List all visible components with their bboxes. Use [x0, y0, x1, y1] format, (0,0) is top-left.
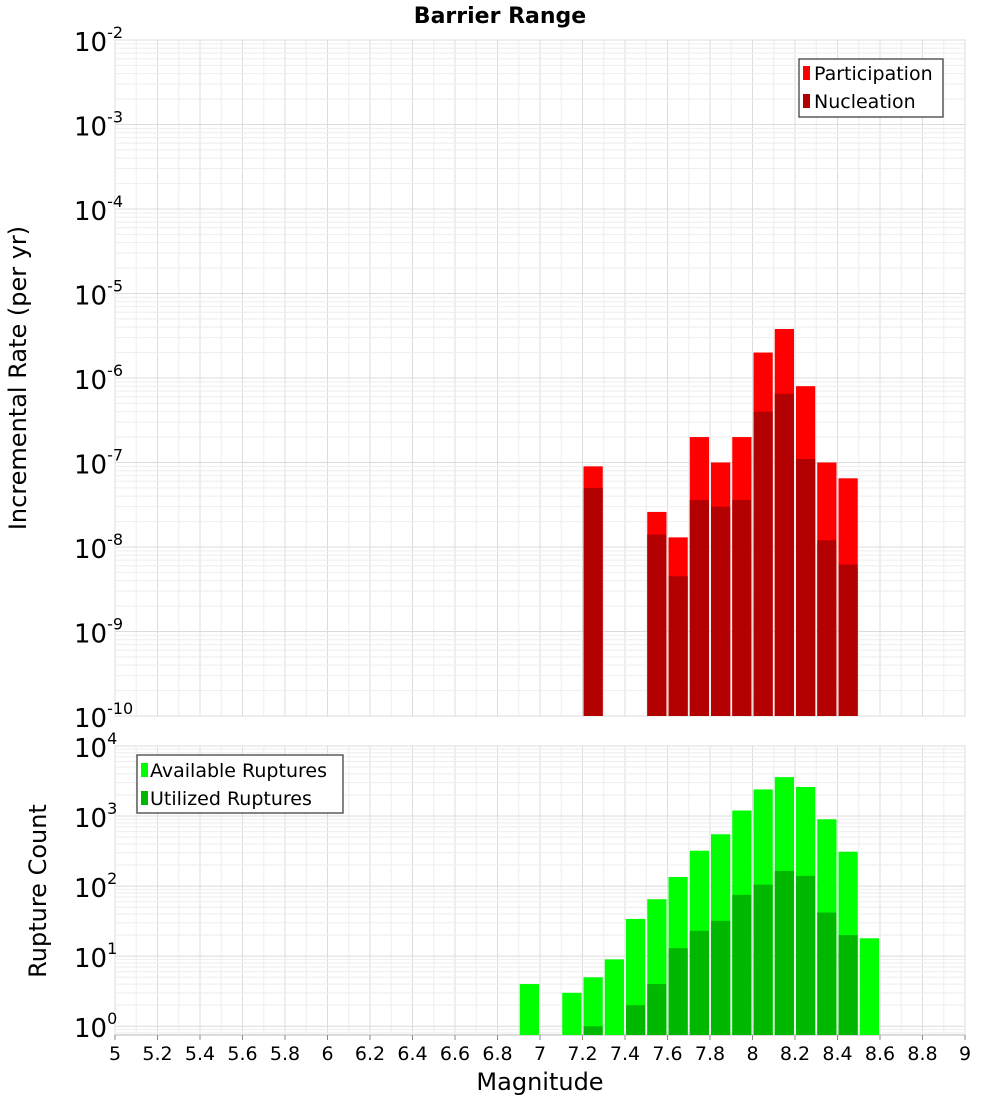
nucleation-bar: [838, 564, 858, 716]
chart-title: Barrier Range: [414, 4, 586, 29]
rate-y-tick-label: 10-7: [74, 446, 123, 481]
x-tick-label: 5.4: [185, 1043, 215, 1065]
utilized-ruptures-bar: [647, 984, 667, 1035]
rate-gridlines: [114, 39, 966, 717]
utilized-ruptures-bar: [583, 1026, 603, 1035]
count-y-tick-label: 101: [74, 939, 117, 974]
available-ruptures-bar: [562, 992, 582, 1035]
nucleation-bar: [753, 411, 773, 716]
rate-y-tick-label: 10-3: [74, 108, 123, 143]
x-tick-label: 7.6: [652, 1043, 682, 1065]
rate-y-tick-label: 10-8: [74, 530, 123, 565]
x-tick-label: 5: [109, 1043, 121, 1065]
rate-y-tick-label: 10-4: [74, 192, 123, 227]
count-panel: 104 103 102 101 100 5 5.2 5.4 5.6 5.8 6 6.2 6.4 6.6 6…: [24, 729, 971, 1096]
available-ruptures-bar: [859, 938, 879, 1035]
rate-y-axis-label: Incremental Rate (per yr): [4, 226, 32, 530]
count-y-tick-label: 102: [74, 869, 117, 904]
participation-legend-swatch: [803, 66, 810, 80]
nucleation-bar: [796, 459, 816, 716]
nucleation-bar: [817, 540, 837, 716]
count-y-tick-label: 100: [74, 1009, 117, 1044]
rate-legend: Participation Nucleation: [798, 58, 944, 118]
nucleation-bar: [583, 487, 603, 716]
x-tick-label: 7.2: [567, 1043, 597, 1065]
x-tick-label: 8.6: [865, 1043, 895, 1065]
rate-bars: [583, 329, 858, 716]
rate-y-tick-label: 10-6: [74, 361, 123, 396]
x-tick-label: 5.6: [227, 1043, 257, 1065]
count-bars: [519, 777, 879, 1035]
count-legend: Available Ruptures Utilized Ruptures: [136, 754, 344, 814]
x-tick-label: 5.2: [142, 1043, 172, 1065]
x-tick-label: 8.8: [907, 1043, 937, 1065]
count-legend-box: [136, 754, 344, 814]
available-legend-label: Available Ruptures: [150, 760, 327, 782]
utilized-legend-swatch: [141, 791, 148, 805]
utilized-ruptures-bar: [838, 935, 858, 1035]
x-tick-label: 6: [321, 1043, 333, 1065]
x-tick-label: 7: [534, 1043, 546, 1065]
x-tick-label: 6.4: [397, 1043, 427, 1065]
utilized-ruptures-bar: [817, 912, 837, 1035]
utilized-ruptures-bar: [796, 875, 816, 1035]
count-y-tick-label: 104: [74, 729, 117, 764]
x-tick-label: 8: [746, 1043, 758, 1065]
x-tick-label: 6.6: [440, 1043, 470, 1065]
count-y-tick-label: 103: [74, 799, 117, 834]
x-tick-label: 9: [959, 1043, 971, 1065]
count-y-axis-label: Rupture Count: [24, 804, 52, 978]
utilized-ruptures-bar: [732, 894, 752, 1035]
utilized-ruptures-bar: [711, 920, 731, 1035]
rate-legend-box: [798, 58, 944, 118]
utilized-ruptures-bar: [753, 884, 773, 1035]
magnitude-x-ticks: 5 5.2 5.4 5.6 5.8 6 6.2 6.4 6.6 6.8 7 7.2 7.4 7.6 7.8 8…: [109, 1035, 971, 1065]
rate-y-ticks: 10-2 10-3 10-4 10-5 10-6 10-7 10-8 10-9 10-10: [74, 23, 133, 734]
nucleation-legend-swatch: [803, 94, 810, 108]
x-tick-label: 7.4: [610, 1043, 640, 1065]
participation-legend-label: Participation: [814, 63, 933, 85]
nucleation-bar: [732, 499, 752, 716]
nucleation-bar: [689, 499, 709, 716]
utilized-legend-label: Utilized Ruptures: [150, 788, 312, 810]
nucleation-legend-label: Nucleation: [814, 91, 916, 113]
rate-y-tick-label: 10-10: [74, 699, 133, 734]
x-tick-label: 8.2: [780, 1043, 810, 1065]
count-y-ticks: 104 103 102 101 100: [74, 729, 117, 1044]
magnitude-x-axis-label: Magnitude: [476, 1068, 603, 1096]
x-tick-label: 7.8: [695, 1043, 725, 1065]
nucleation-bar: [711, 506, 731, 716]
rate-y-tick-label: 10-9: [74, 615, 123, 650]
x-tick-label: 8.4: [822, 1043, 852, 1065]
available-ruptures-bar: [519, 984, 539, 1035]
utilized-ruptures-bar: [689, 930, 709, 1035]
available-legend-swatch: [141, 763, 148, 777]
x-tick-label: 6.2: [355, 1043, 385, 1065]
available-ruptures-bar: [604, 959, 624, 1035]
nucleation-bar: [647, 534, 667, 716]
utilized-ruptures-bar: [626, 1005, 646, 1035]
x-tick-label: 6.8: [482, 1043, 512, 1065]
rate-y-tick-label: 10-2: [74, 23, 123, 58]
nucleation-bar: [774, 393, 794, 716]
rate-panel: 10-2 10-3 10-4 10-5 10-6 10-7 10-8 10-9 10-10 In…: [4, 23, 966, 734]
x-tick-label: 5.8: [270, 1043, 300, 1065]
utilized-ruptures-bar: [668, 948, 688, 1035]
nucleation-bar: [668, 576, 688, 716]
rate-y-tick-label: 10-5: [74, 277, 123, 312]
utilized-ruptures-bar: [774, 870, 794, 1035]
available-ruptures-bar: [583, 977, 603, 1035]
